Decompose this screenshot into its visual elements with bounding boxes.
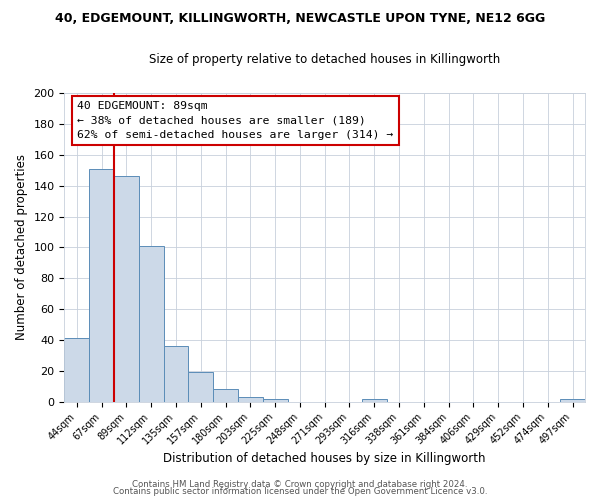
Text: 40, EDGEMOUNT, KILLINGWORTH, NEWCASTLE UPON TYNE, NE12 6GG: 40, EDGEMOUNT, KILLINGWORTH, NEWCASTLE U…	[55, 12, 545, 26]
Bar	[188, 372, 213, 402]
Bar	[238, 397, 263, 402]
Bar	[560, 398, 585, 402]
Title: Size of property relative to detached houses in Killingworth: Size of property relative to detached ho…	[149, 52, 500, 66]
Y-axis label: Number of detached properties: Number of detached properties	[15, 154, 28, 340]
Bar	[263, 398, 287, 402]
Text: Contains HM Land Registry data © Crown copyright and database right 2024.: Contains HM Land Registry data © Crown c…	[132, 480, 468, 489]
Bar	[114, 176, 139, 402]
Bar	[362, 398, 386, 402]
Text: Contains public sector information licensed under the Open Government Licence v3: Contains public sector information licen…	[113, 487, 487, 496]
Text: 40 EDGEMOUNT: 89sqm
← 38% of detached houses are smaller (189)
62% of semi-detac: 40 EDGEMOUNT: 89sqm ← 38% of detached ho…	[77, 101, 394, 140]
Bar	[213, 390, 238, 402]
Bar	[139, 246, 164, 402]
Bar	[164, 346, 188, 402]
Bar	[64, 338, 89, 402]
X-axis label: Distribution of detached houses by size in Killingworth: Distribution of detached houses by size …	[163, 452, 486, 465]
Bar	[89, 168, 114, 402]
